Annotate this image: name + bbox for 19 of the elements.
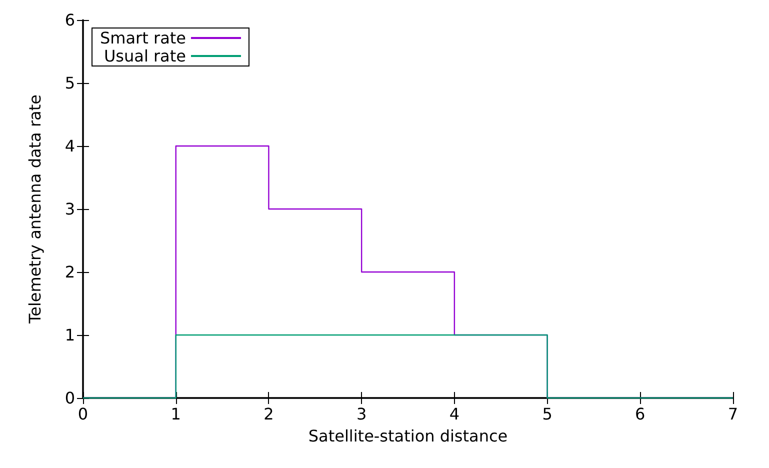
y-tick-label: 1 xyxy=(64,326,75,344)
y-tick-label: 6 xyxy=(64,10,75,30)
x-tick-label: 2 xyxy=(264,404,274,424)
x-tick-label: 7 xyxy=(728,404,738,424)
x-tick-label: 4 xyxy=(449,404,460,424)
legend-label: Smart rate xyxy=(100,28,186,48)
y-tick-label: 0 xyxy=(64,388,75,408)
y-tick-label: 5 xyxy=(64,74,75,92)
y-tick-label: 2 xyxy=(64,262,75,282)
y-tick-label: 4 xyxy=(64,136,75,156)
y-axis-title: Telemetry antenna data rate xyxy=(26,94,44,324)
x-tick-label: 5 xyxy=(542,404,552,424)
legend-label: Usual rate xyxy=(104,46,186,66)
x-tick-label: 1 xyxy=(170,404,181,424)
x-tick-label: 6 xyxy=(635,404,646,424)
x-tick-label: 3 xyxy=(356,404,367,424)
x-axis-title: Satellite-station distance xyxy=(308,426,508,446)
x-tick-label: 0 xyxy=(78,404,88,424)
y-tick-label: 3 xyxy=(64,200,75,218)
